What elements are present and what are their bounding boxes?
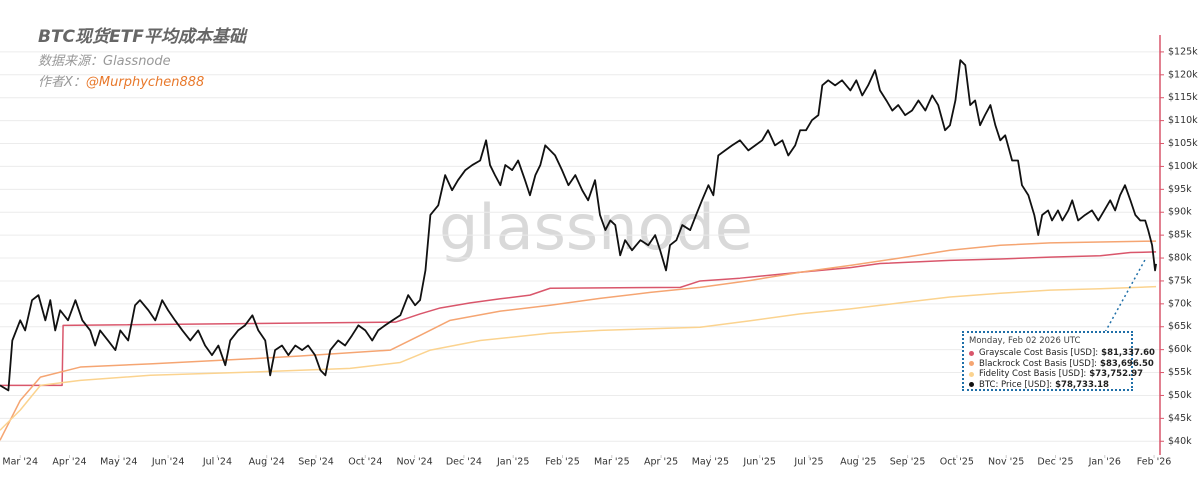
y-tick-label: $120k [1168,69,1198,80]
series-line [0,251,1157,387]
legend-dot [969,382,974,388]
y-tick-label: $75k [1168,275,1192,286]
author-handle[interactable]: @Murphychen888 [85,75,205,90]
x-tick-label: Dec '24 [446,457,482,468]
y-tick-label: $110k [1168,115,1198,126]
x-tick-label: Sep '25 [890,457,926,468]
author: 作者X：@Murphychen888 [38,71,204,90]
y-tick-label: $60k [1168,344,1192,355]
legend-label: Grayscale Cost Basis [USD] [979,348,1096,358]
separator: : [1049,379,1053,390]
x-tick-label: Feb '26 [1137,457,1172,468]
series-line [0,240,1157,441]
series-line [0,59,1157,392]
x-tick-label: Nov '25 [988,457,1024,468]
x-tick-label: Mar '24 [2,457,38,468]
x-tick-label: Nov '24 [396,457,432,468]
tooltip: Monday, Feb 02 2026 UTC Grayscale Cost B… [962,331,1155,391]
tooltip-value: $78,733.18 [1055,379,1109,390]
tooltip-row: Grayscale Cost Basis [USD]: $81,337.60 [969,348,1155,359]
y-tick-label: $115k [1168,92,1198,103]
x-tick-label: Apr '24 [52,457,86,468]
x-tick-label: Sep '24 [298,457,334,468]
legend-dot [969,350,974,356]
x-tick-label: Feb '25 [545,457,580,468]
y-tick-label: $65k [1168,321,1192,332]
x-tick-label: Aug '25 [840,457,876,468]
x-tick-label: May '25 [692,457,729,468]
x-tick-label: Mar '25 [594,457,630,468]
tooltip-row: BTC: Price [USD]: $78,733.18 [969,380,1126,391]
tooltip-value: $83,696.50 [1100,358,1154,369]
legend-label: Blackrock Cost Basis [USD] [979,358,1095,369]
x-tick-label: Oct '25 [940,457,974,468]
y-tick-label: $50k [1168,390,1192,401]
x-tick-label: Aug '24 [249,457,285,468]
y-tick-label: $45k [1168,413,1192,424]
separator: : [1095,348,1099,358]
separator: : [1094,358,1098,369]
x-tick-label: Jul '24 [202,457,232,468]
y-tick-label: $40k [1168,436,1192,447]
y-tick-label: $125k [1168,46,1198,57]
tooltip-value: $73,752.97 [1089,369,1144,379]
x-tick-label: Apr '25 [644,457,678,468]
tooltip-value: $81,337.60 [1101,348,1155,358]
y-tick-label: $105k [1168,138,1198,149]
y-tick-label: $55k [1168,367,1192,378]
x-tick-label: Jan '26 [1088,457,1121,468]
y-tick-label: $80k [1168,253,1192,264]
y-tick-label: $90k [1168,207,1192,218]
tooltip-date: Monday, Feb 02 2026 UTC [969,336,1081,346]
x-tick-label: Jan '25 [496,457,529,468]
x-tick-label: Dec '25 [1037,457,1073,468]
separator: : [1083,369,1087,379]
watermark: glassnode [439,191,753,264]
y-tick-label: $70k [1168,298,1192,309]
legend-dot [969,371,974,377]
x-tick-label: May '24 [100,457,137,468]
title: BTC现货ETF平均成本基础 [38,27,246,47]
legend-label: BTC: Price [USD] [979,379,1050,390]
series-line [0,285,1157,431]
y-tick-label: $85k [1168,230,1192,241]
tooltip-row: Fidelity Cost Basis [USD]: $73,752.97 [969,369,1143,380]
y-tick-label: $100k [1168,161,1198,172]
legend-dot [969,361,974,367]
x-tick-label: Jun '24 [151,457,185,468]
tooltip-row: Blackrock Cost Basis [USD]: $83,696.50 [969,358,1154,370]
x-tick-label: Jun '25 [742,457,776,468]
source: 数据来源：Glassnode [38,54,171,69]
author-prefix: 作者X： [38,75,86,90]
y-tick-label: $95k [1168,184,1192,195]
tooltip-pointer [1097,257,1147,346]
x-tick-label: Oct '24 [348,457,382,468]
x-tick-label: Jul '25 [793,457,823,468]
legend-label: Fidelity Cost Basis [USD] [979,369,1084,379]
